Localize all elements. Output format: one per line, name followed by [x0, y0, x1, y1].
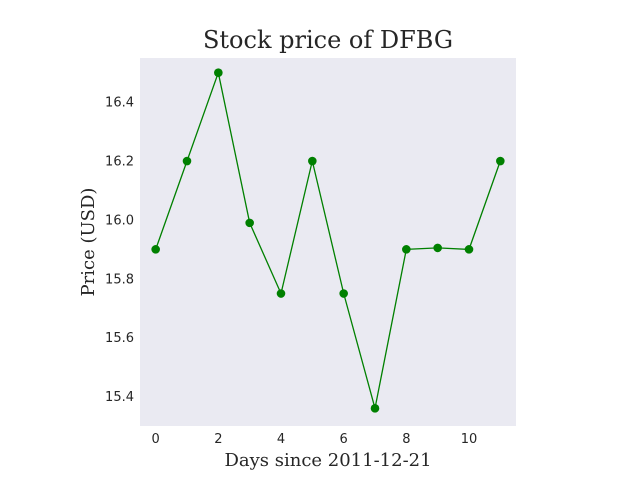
x-tick-label: 2 [214, 432, 222, 447]
data-point [214, 68, 223, 78]
y-axis-label: Price (USD) [78, 188, 99, 297]
y-tick-layer: 15.4 15.6 15.8 16.0 16.2 16.4 [105, 96, 134, 405]
x-axis-label: Days since 2011-12-21 [224, 450, 431, 471]
data-point [433, 243, 442, 253]
data-point [182, 156, 192, 166]
data-point [496, 156, 505, 166]
series-layer [151, 68, 505, 413]
y-tick-label: 15.4 [105, 390, 134, 405]
data-point [308, 156, 317, 166]
y-tick-label: 15.6 [105, 331, 134, 346]
x-tick-label: 0 [152, 432, 160, 447]
data-point [464, 245, 474, 254]
y-tick-label: 15.8 [105, 272, 134, 287]
y-tick-label: 16.0 [105, 213, 134, 228]
data-point [276, 289, 286, 298]
x-tick-label: 4 [277, 432, 285, 447]
y-tick-label: 16.2 [105, 155, 134, 170]
x-tick-label: 10 [461, 432, 478, 447]
y-tick-label: 16.4 [105, 96, 134, 111]
data-point [402, 245, 411, 254]
data-point [370, 404, 380, 413]
x-tick-label: 6 [340, 432, 348, 447]
x-tick-label: 8 [402, 432, 410, 447]
data-point [245, 218, 254, 228]
data-point [151, 245, 160, 254]
plot-area [140, 58, 516, 426]
series-line [155, 70, 501, 409]
data-point [339, 289, 348, 298]
chart-title: Stock price of DFBG [203, 26, 453, 54]
x-tick-layer: 0 2 4 6 8 10 [152, 432, 478, 447]
